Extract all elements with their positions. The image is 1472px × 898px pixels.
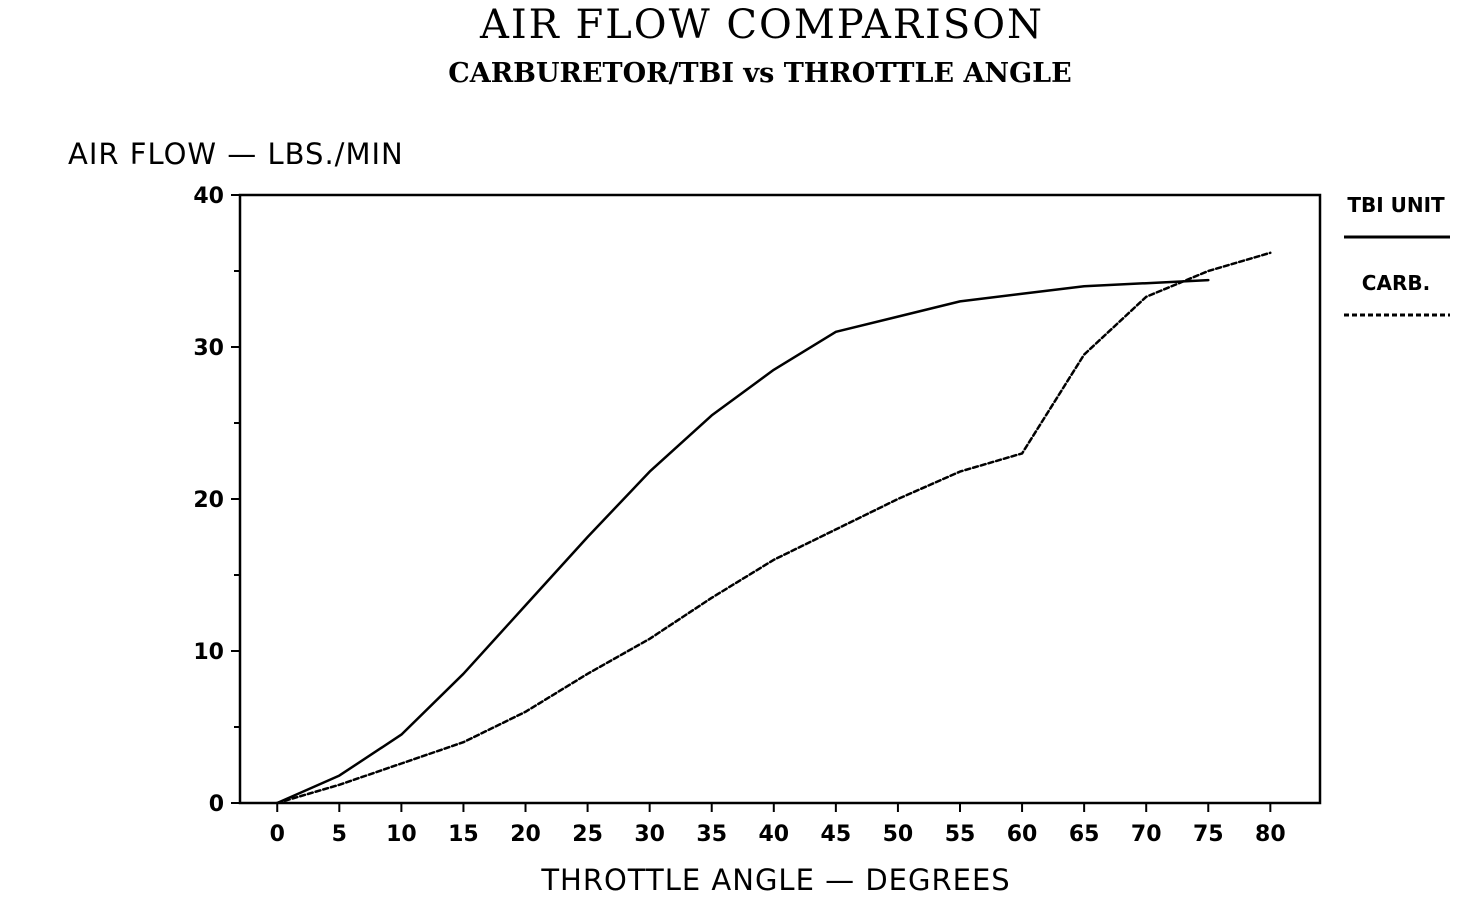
x-tick-label: 10 [386,822,417,847]
y-tick-label: 10 [193,640,224,665]
series-line-tbi-unit [275,278,1210,805]
chart-subtitle: CARBURETOR/TBI vs THROTTLE ANGLE [448,58,1071,89]
y-tick-label: 40 [193,184,224,209]
y-tick-label: 30 [193,336,224,361]
y-tick-label: 0 [209,792,224,817]
x-tick-label: 75 [1193,822,1224,847]
x-tick-label: 0 [270,822,285,847]
y-tick-label: 20 [193,488,224,513]
legend: TBI UNIT CARB. [1344,193,1450,317]
x-tick-label: 55 [945,822,976,847]
x-tick-label: 40 [758,822,789,847]
x-tick-label: 80 [1255,822,1286,847]
x-tick-label: 20 [510,822,541,847]
series-line-carb [275,251,1272,805]
x-tick-label: 65 [1069,822,1100,847]
legend-label-carb: CARB. [1362,271,1430,295]
series-layer [275,251,1272,805]
y-axis-ticks: 0 10 20 30 40 [193,184,240,817]
plot-frame [238,193,1322,805]
legend-label-tbi-unit: TBI UNIT [1347,193,1445,217]
x-tick-label: 60 [1007,822,1038,847]
chart-title: AIR FLOW COMPARISON [479,2,1044,48]
x-tick-label: 25 [572,822,603,847]
x-tick-label: 5 [332,822,347,847]
x-tick-label: 70 [1131,822,1162,847]
x-tick-label: 15 [448,822,479,847]
x-tick-label: 50 [883,822,914,847]
x-axis-label: THROTTLE ANGLE — DEGREES [540,863,1010,897]
x-tick-label: 35 [696,822,727,847]
y-axis-label: AIR FLOW — LBS./MIN [68,137,404,171]
x-axis-ticks: 0 5 10 15 20 25 30 35 40 45 50 55 60 65 70 75 80 [270,803,1286,847]
x-tick-label: 45 [821,822,852,847]
x-tick-label: 30 [634,822,665,847]
